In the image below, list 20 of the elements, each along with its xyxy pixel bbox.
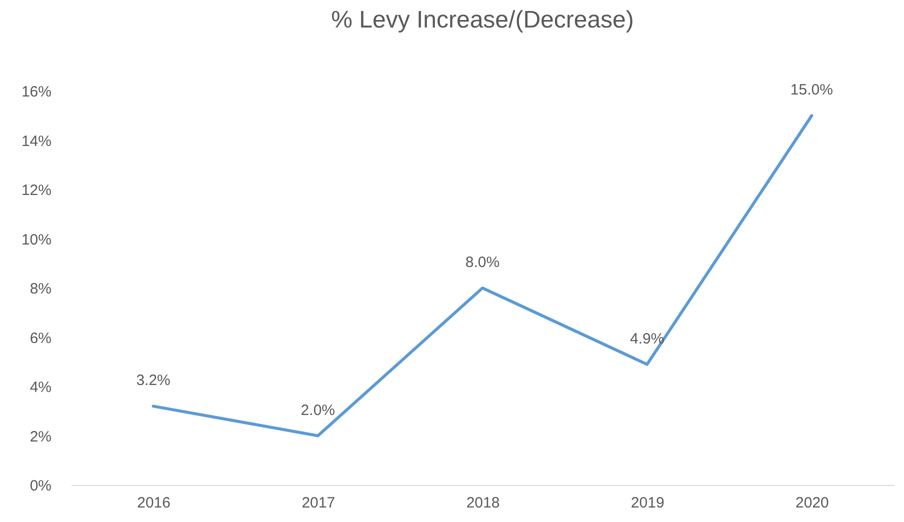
y-tick-label: 16%	[21, 84, 52, 100]
x-tick-label: 2016	[137, 494, 170, 512]
y-tick-label: 2%	[30, 428, 52, 446]
data-label: 4.9%	[630, 330, 664, 348]
y-tick-label: 6%	[30, 330, 52, 347]
y-tick-label: 0%	[30, 478, 52, 494]
y-tick-label: 8%	[30, 280, 52, 298]
x-tick-label: 2019	[630, 494, 664, 512]
y-tick-label: 14%	[21, 132, 52, 150]
data-label: 15.0%	[790, 82, 833, 99]
data-label: 2.0%	[300, 402, 335, 419]
data-label: 8.0%	[465, 254, 500, 271]
y-tick-label: 4%	[30, 379, 52, 396]
data-label: 3.2%	[136, 372, 170, 390]
chart-title: % Levy Increase/(Decrease)	[331, 6, 634, 34]
y-tick-label: 10%	[21, 231, 52, 248]
x-tick-label: 2018	[466, 494, 500, 512]
x-tick-label: 2020	[796, 494, 829, 512]
x-tick-label: 2017	[302, 494, 336, 512]
y-tick-label: 12%	[21, 182, 52, 199]
